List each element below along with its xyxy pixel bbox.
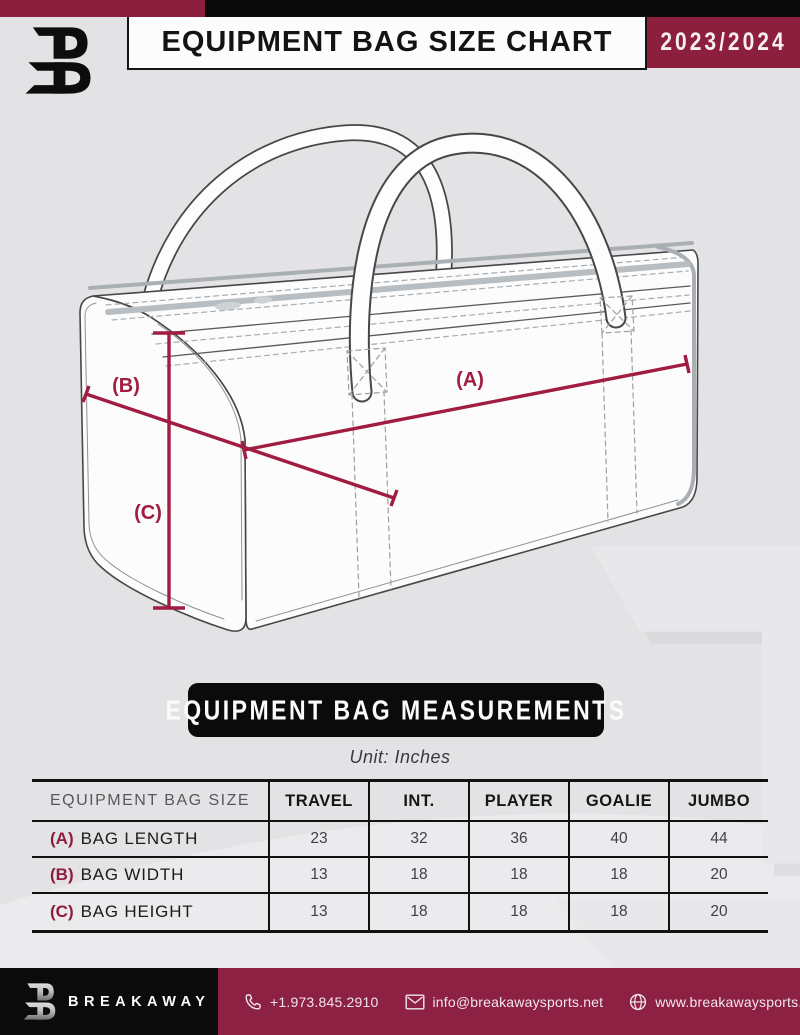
size-table: EQUIPMENT BAG SIZE TRAVEL INT. PLAYER GO…	[32, 779, 768, 933]
season-label: 2023/2024	[660, 28, 787, 56]
cell-value: 18	[510, 903, 528, 920]
dimension-line-b	[85, 392, 395, 500]
dimension-line-a	[243, 362, 688, 452]
bag-zipper	[105, 261, 691, 315]
cell-value: 13	[310, 866, 328, 883]
contact-email: info@breakawaysports.net	[405, 994, 604, 1010]
phone-icon	[245, 993, 261, 1009]
row-key-c: (C)	[50, 902, 74, 921]
contact-website: www.breakawaysports.net	[629, 993, 800, 1011]
cell-value: 18	[410, 903, 428, 920]
cell-value: 18	[610, 903, 628, 920]
header-black-strip	[205, 0, 800, 17]
table-header-goalie: GOALIE	[585, 791, 653, 810]
cell-value: 23	[310, 830, 328, 847]
breakaway-b-logo	[25, 27, 91, 94]
dimension-label-c: (C)	[134, 502, 162, 524]
footer-contact-bar: +1.973.845.2910 info@breakawaysports.net…	[218, 968, 800, 1035]
table-header-row: EQUIPMENT BAG SIZE TRAVEL INT. PLAYER GO…	[32, 782, 768, 822]
measurements-banner-label: EQUIPMENT BAG MEASUREMENTS	[165, 693, 627, 726]
cell-value: 18	[410, 866, 428, 883]
cell-value: 18	[510, 866, 528, 883]
table-header-player: PLAYER	[484, 791, 554, 810]
cell-value: 40	[610, 830, 628, 847]
bag-right-edge	[656, 245, 696, 506]
header-maroon-strip	[0, 0, 205, 17]
cell-value: 20	[710, 866, 728, 883]
row-label-bag-width: BAG WIDTH	[80, 865, 185, 884]
row-key-b: (B)	[50, 865, 74, 884]
cell-value: 18	[610, 866, 628, 883]
dimension-lines	[81, 331, 691, 610]
table-header-jumbo: JUMBO	[687, 791, 751, 810]
row-label-bag-length: BAG LENGTH	[80, 829, 199, 848]
bag-side-panel	[79, 295, 247, 632]
table-row-bag-length: (A) BAG LENGTH 23 32 36 40 44	[32, 822, 768, 858]
duffel-bag-drawing: (A) (B) (C)	[79, 124, 699, 632]
cell-value: 32	[410, 830, 428, 847]
brand-name: BREAKAWAY	[68, 993, 211, 1010]
dimension-label-a: (A)	[456, 369, 484, 391]
contact-phone: +1.973.845.2910	[244, 993, 379, 1011]
front-straps	[346, 295, 638, 598]
table-row-bag-height: (C) BAG HEIGHT 13 18 18 18 20	[32, 894, 768, 930]
row-label-bag-height: BAG HEIGHT	[80, 902, 194, 921]
globe-icon	[630, 993, 647, 1010]
table-header-size: EQUIPMENT BAG SIZE	[50, 792, 251, 809]
website-url: www.breakawaysports.net	[655, 993, 800, 1010]
footer-brand-block: BREAKAWAY	[0, 968, 218, 1035]
unit-label: Unit: Inches	[349, 747, 451, 767]
season-badge: 2023/2024	[647, 17, 800, 68]
cell-value: 13	[310, 903, 328, 920]
table-header-travel: TRAVEL	[285, 791, 353, 810]
cell-value: 36	[510, 830, 528, 847]
footer: BREAKAWAY +1.973.845.2910 info@breakaway…	[0, 968, 800, 1035]
table-header-int: INT.	[403, 791, 435, 810]
page-title: EQUIPMENT BAG SIZE CHART	[161, 26, 613, 58]
cell-value: 44	[710, 830, 728, 847]
footer-b-logo	[23, 983, 56, 1020]
envelope-icon	[405, 994, 425, 1010]
measurements-banner: EQUIPMENT BAG MEASUREMENTS	[165, 683, 624, 737]
dimension-label-b: (B)	[112, 375, 140, 397]
phone-number: +1.973.845.2910	[270, 993, 379, 1010]
title-box: EQUIPMENT BAG SIZE CHART	[127, 17, 647, 70]
row-key-a: (A)	[50, 829, 74, 848]
table-row-bag-width: (B) BAG WIDTH 13 18 18 18 20	[32, 858, 768, 894]
cell-value: 20	[710, 903, 728, 920]
zipper-slider	[215, 301, 241, 311]
email-address: info@breakawaysports.net	[432, 993, 604, 1010]
